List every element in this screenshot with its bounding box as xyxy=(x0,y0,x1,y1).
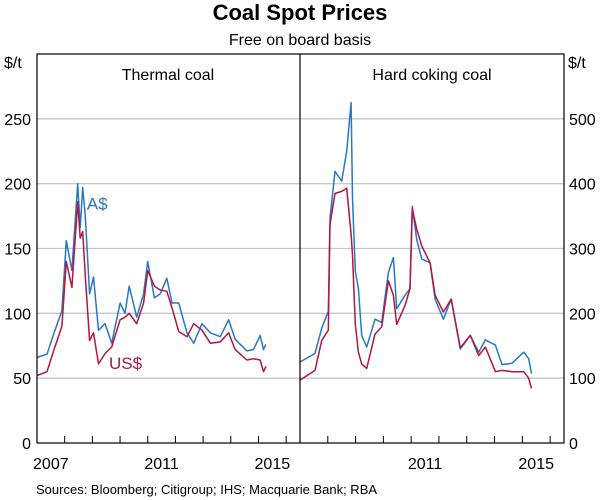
left-y-unit: $/t xyxy=(4,55,22,72)
y-tick-label: 150 xyxy=(4,242,31,259)
x-tick-label: 2011 xyxy=(408,456,443,473)
series-line-usd-thermal xyxy=(36,201,267,377)
series-lines xyxy=(36,101,533,389)
source-note: Sources: Bloomberg; Citigroup; IHS; Macq… xyxy=(36,482,377,497)
gridlines xyxy=(37,118,564,379)
y-tick-label: 100 xyxy=(569,371,596,388)
y-tick-label: 0 xyxy=(569,436,578,453)
y-tick-label: 0 xyxy=(22,436,31,453)
series-label-aud: A$ xyxy=(87,195,108,214)
y-tick-label: 200 xyxy=(4,177,31,194)
y-tick-label: 100 xyxy=(4,306,31,323)
panel-title-coking: Hard coking coal xyxy=(372,67,491,84)
series-label-usd: US$ xyxy=(109,354,143,373)
axis-labels: A$ US$ 0 50 100 150 200 250 0 100 200 300 400 500 2007… xyxy=(4,112,596,473)
series-line-aud-thermal xyxy=(36,182,267,359)
x-tick-label: 2015 xyxy=(518,456,554,473)
y-tick-label: 50 xyxy=(13,371,31,388)
y-tick-label: 400 xyxy=(569,177,596,194)
panel-title-thermal: Thermal coal xyxy=(122,67,214,84)
series-line-usd-coking xyxy=(299,187,533,389)
y-tick-label: 200 xyxy=(569,306,596,323)
right-y-unit: $/t xyxy=(568,55,586,72)
x-tick-label: 2015 xyxy=(255,456,291,473)
series-line-aud-coking xyxy=(299,101,533,374)
y-tick-label: 250 xyxy=(4,112,31,129)
x-tick-label: 2011 xyxy=(144,456,179,473)
y-tick-label: 300 xyxy=(569,242,596,259)
chart-subtitle: Free on board basis xyxy=(229,32,371,49)
chart-title: Coal Spot Prices xyxy=(213,0,388,25)
plot-frame xyxy=(36,53,565,444)
y-tick-label: 500 xyxy=(569,112,596,129)
x-tick-label: 2007 xyxy=(33,456,69,473)
